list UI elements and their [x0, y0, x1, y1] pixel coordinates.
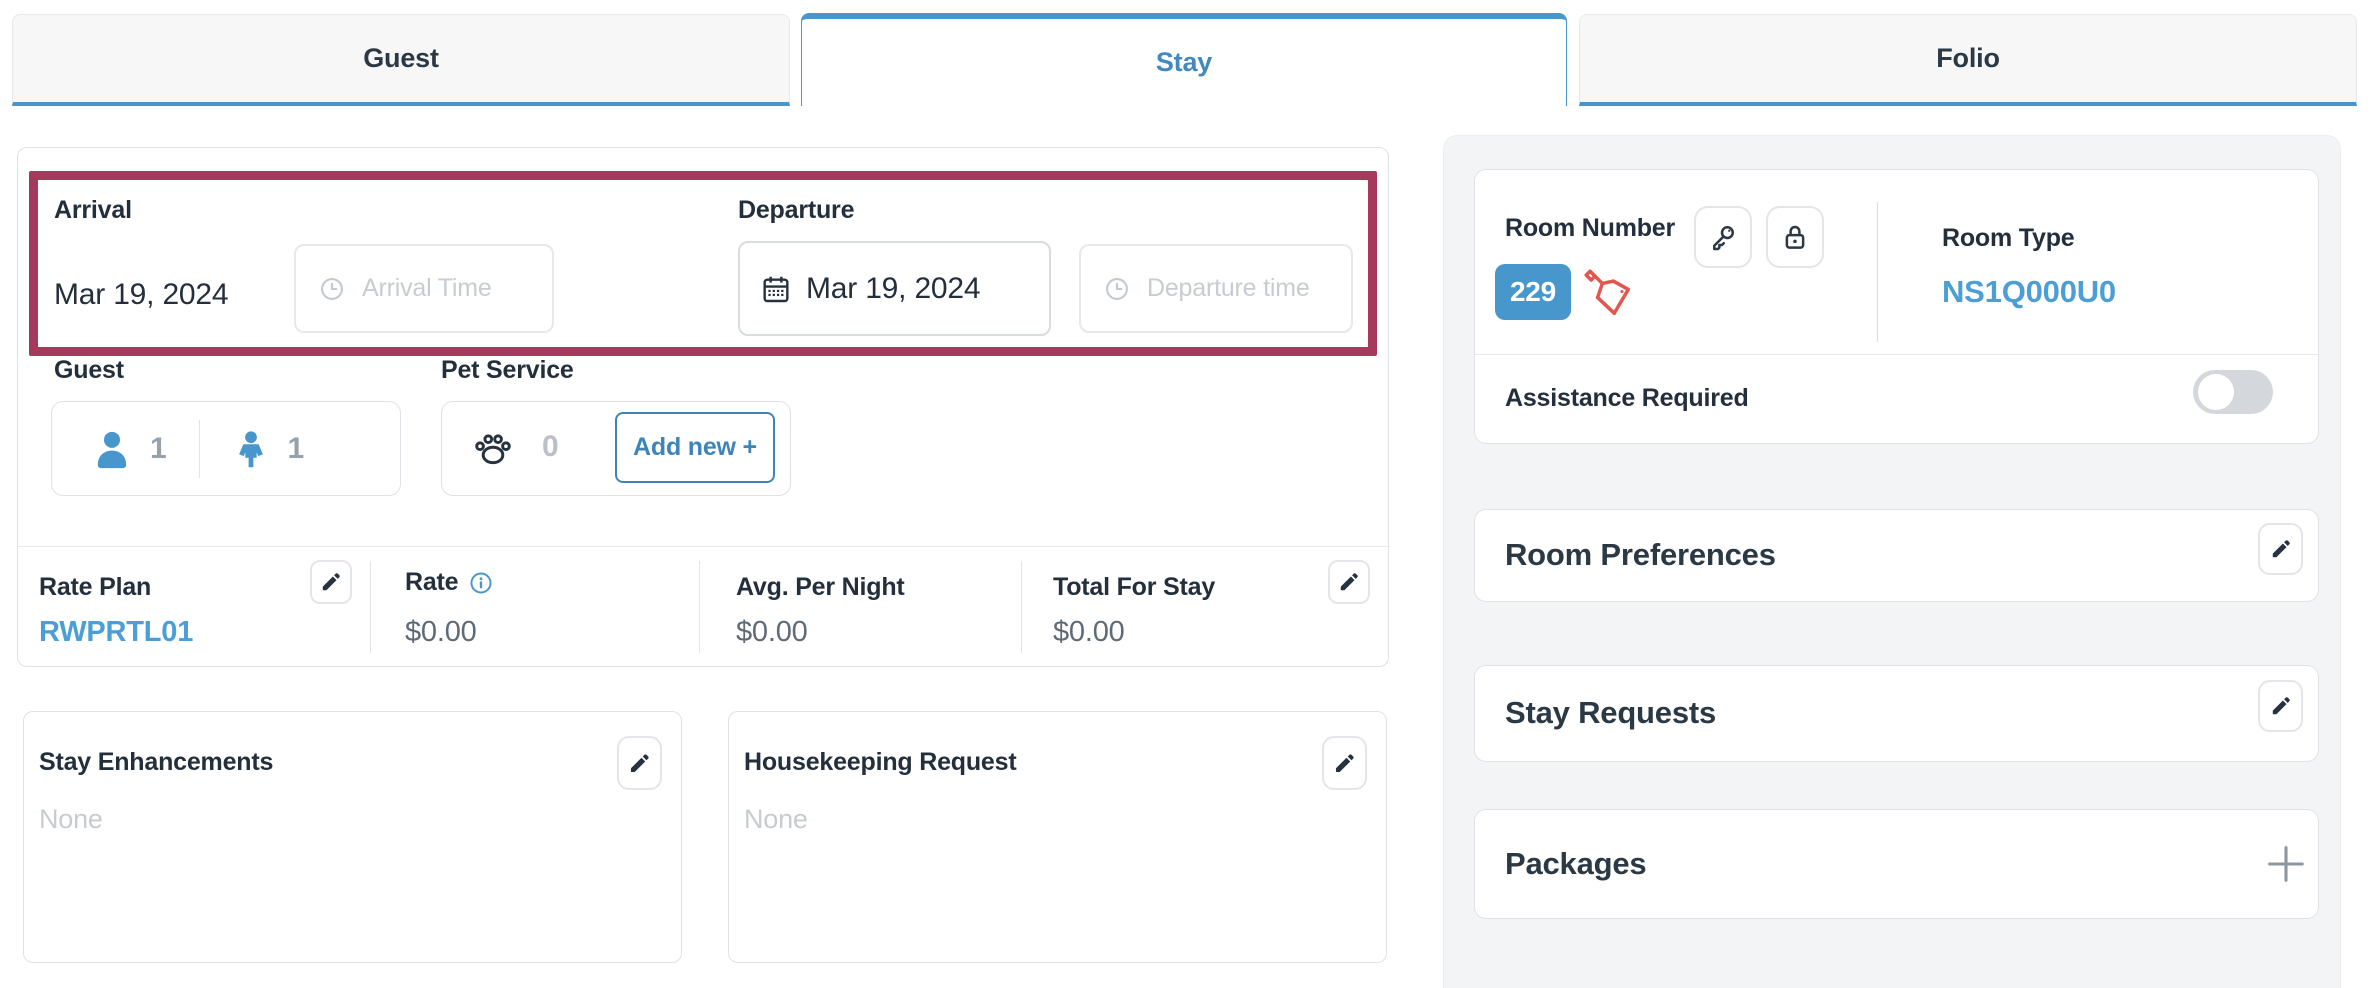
- housekeeping-request-value: None: [744, 804, 808, 834]
- tab-stay-label: Stay: [1155, 47, 1213, 77]
- info-icon[interactable]: [468, 570, 494, 596]
- housekeeping-request-card: Housekeeping Request None: [728, 711, 1387, 963]
- pencil-icon: [1340, 573, 1358, 591]
- avg-per-night-value: $0.00: [736, 616, 808, 648]
- assistance-required-label: Assistance Required: [1505, 384, 1749, 412]
- add-pet-button-label: Add new +: [633, 433, 757, 461]
- assistance-divider: [1475, 354, 2318, 355]
- stay-requests-title: Stay Requests: [1505, 695, 1717, 730]
- paw-icon: [472, 428, 514, 470]
- stay-enhancements-value: None: [39, 804, 103, 834]
- guest-count-box[interactable]: 1 1: [51, 401, 401, 496]
- edit-total-button[interactable]: [1328, 560, 1370, 604]
- tab-folio[interactable]: Folio: [1579, 14, 2357, 106]
- packages-card: Packages: [1474, 809, 2319, 919]
- total-for-stay-value: $0.00: [1053, 616, 1125, 648]
- rate-col-divider: [370, 561, 371, 653]
- tab-guest[interactable]: Guest: [12, 14, 790, 106]
- rate-row-divider: [18, 546, 1390, 547]
- stay-requests-card: Stay Requests: [1474, 665, 2319, 762]
- departure-date-input[interactable]: Mar 19, 2024: [738, 241, 1051, 336]
- key-icon: [1713, 225, 1735, 251]
- edit-housekeeping-button[interactable]: [1322, 736, 1367, 790]
- room-info-divider: [1877, 202, 1878, 342]
- room-type-label: Room Type: [1942, 224, 2075, 252]
- toggle-knob: [2198, 374, 2234, 410]
- room-panel: Room Number Room Type NS1Q000U0 229: [1443, 135, 2341, 988]
- room-preferences-card: Room Preferences: [1474, 509, 2319, 602]
- departure-date-value: Mar 19, 2024: [806, 271, 981, 305]
- rate-plan-link[interactable]: RWPRTL01: [39, 616, 194, 648]
- room-lock-button[interactable]: [1766, 206, 1824, 268]
- assistance-required-toggle[interactable]: [2193, 370, 2273, 414]
- pet-service-label: Pet Service: [441, 356, 574, 384]
- edit-room-preferences-button[interactable]: [2258, 523, 2303, 575]
- guest-label: Guest: [54, 356, 124, 384]
- tab-guest-label: Guest: [363, 43, 439, 73]
- child-icon: [232, 430, 270, 468]
- room-type-link[interactable]: NS1Q000U0: [1942, 274, 2116, 309]
- child-count: 1: [287, 431, 305, 465]
- guest-divider: [198, 419, 200, 478]
- tab-folio-label: Folio: [1936, 43, 2000, 73]
- adult-icon: [92, 429, 132, 469]
- packages-title: Packages: [1505, 846, 1647, 881]
- arrival-date-field[interactable]: Mar 19, 2024: [54, 278, 229, 311]
- add-pet-button[interactable]: Add new +: [615, 412, 775, 483]
- room-preferences-title: Room Preferences: [1505, 537, 1776, 572]
- tab-stay[interactable]: Stay: [801, 13, 1567, 106]
- room-number-badge[interactable]: 229: [1495, 264, 1571, 320]
- pet-count: 0: [542, 430, 559, 463]
- departure-time-input[interactable]: Departure time: [1079, 244, 1353, 333]
- arrival-time-placeholder: Arrival Time: [362, 274, 492, 302]
- rate-value: $0.00: [405, 616, 477, 648]
- pencil-icon: [322, 573, 340, 591]
- pencil-icon: [2272, 697, 2290, 715]
- edit-stay-requests-button[interactable]: [2258, 680, 2303, 732]
- pencil-icon: [2272, 540, 2290, 558]
- edit-rate-plan-button[interactable]: [310, 560, 352, 604]
- arrival-time-input[interactable]: Arrival Time: [294, 244, 554, 333]
- housekeeping-request-title: Housekeeping Request: [744, 748, 1017, 776]
- room-number-label: Room Number: [1505, 214, 1676, 242]
- housekeeping-dirty-icon: [1581, 266, 1637, 322]
- pencil-icon: [630, 753, 649, 772]
- calendar-icon: [760, 273, 792, 305]
- add-package-button[interactable]: [2263, 841, 2309, 887]
- room-key-button[interactable]: [1694, 206, 1752, 268]
- stay-enhancements-card: Stay Enhancements None: [23, 711, 682, 963]
- room-info-card: Room Number Room Type NS1Q000U0 229: [1474, 169, 2319, 444]
- edit-stay-enhancements-button[interactable]: [617, 736, 662, 790]
- adult-count: 1: [150, 431, 167, 465]
- rate-plan-label: Rate Plan: [39, 573, 152, 601]
- total-for-stay-label: Total For Stay: [1053, 573, 1216, 601]
- stay-details-card: Arrival Mar 19, 2024 Arrival Time Depart…: [17, 147, 1390, 667]
- rate-label: Rate: [405, 568, 459, 596]
- pet-service-box: 0 Add new +: [441, 401, 791, 496]
- rate-col-divider: [1021, 561, 1022, 653]
- clock-icon: [318, 275, 346, 303]
- arrival-label: Arrival: [54, 196, 132, 224]
- stay-enhancements-title: Stay Enhancements: [39, 748, 274, 776]
- lock-icon: [1785, 225, 1805, 249]
- avg-per-night-label: Avg. Per Night: [736, 573, 905, 601]
- departure-label: Departure: [738, 196, 855, 224]
- plus-icon: [2268, 846, 2304, 882]
- departure-time-placeholder: Departure time: [1147, 274, 1310, 302]
- arrival-departure-highlight: [29, 171, 1377, 356]
- clock-icon: [1103, 275, 1131, 303]
- pencil-icon: [1335, 753, 1354, 772]
- rate-col-divider: [699, 561, 700, 653]
